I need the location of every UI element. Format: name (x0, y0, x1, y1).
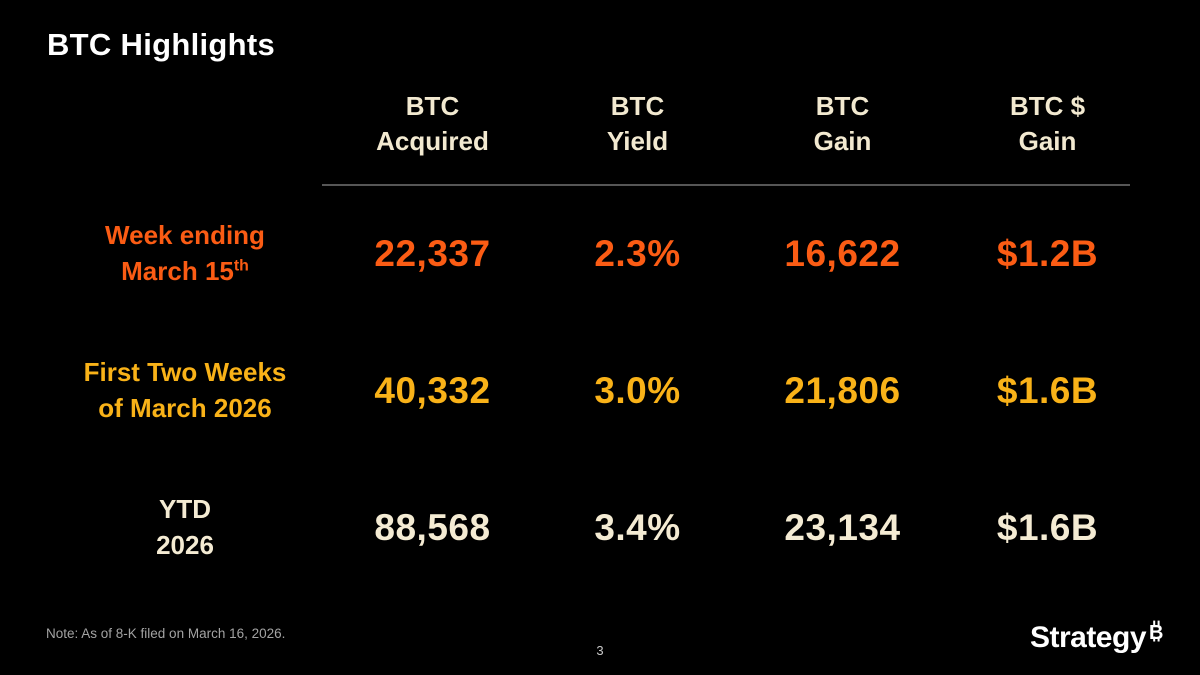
cell-ytd-btc-dollar-gain: $1.6B (996, 506, 1099, 548)
row-label-ytd-2026: YTD 2026 (40, 459, 330, 596)
row-label-line1: First Two Weeks (83, 357, 287, 388)
strategy-logo: Strategy B (1029, 618, 1165, 655)
cell-twoweeks-btc-gain: 21,806 (784, 369, 901, 411)
page-title: BTC Highlights (47, 27, 276, 62)
row-label-line2: 2026 (156, 529, 214, 560)
svg-text:B: B (1149, 622, 1163, 644)
footnote: Note: As of 8-K filed on March 16, 2026. (46, 626, 286, 641)
cell-week-btc-yield: 2.3% (594, 232, 681, 274)
cell-ytd-btc-acquired: 88,568 (374, 506, 491, 548)
table-corner-spacer (40, 85, 330, 185)
column-header-btc-yield: BTC Yield (535, 85, 740, 185)
row-label-first-two-weeks-march-2026: First Two Weeks of March 2026 (40, 322, 330, 459)
column-header-btc-gain: BTC Gain (740, 85, 945, 185)
ordinal-suffix: th (233, 256, 249, 274)
header-divider-line (322, 184, 1130, 186)
column-header-line2: Yield (606, 125, 669, 156)
column-header-line1: BTC (815, 91, 870, 121)
page-number: 3 (596, 643, 604, 658)
column-header-line1: BTC (405, 91, 460, 121)
row-label-line2: March 15th (121, 255, 249, 286)
cell-week-btc-acquired: 22,337 (374, 232, 491, 274)
column-header-btc-acquired: BTC Acquired (330, 85, 535, 185)
cell-ytd-btc-yield: 3.4% (594, 506, 681, 548)
row-label-line1: YTD (159, 494, 211, 525)
cell-week-btc-dollar-gain: $1.2B (996, 232, 1099, 274)
cell-week-btc-gain: 16,622 (784, 232, 901, 274)
column-header-line2: Gain (1018, 125, 1077, 156)
logo-text: Strategy (1029, 621, 1147, 654)
column-header-line1: BTC (610, 91, 665, 121)
row-label-line2: of March 2026 (98, 392, 272, 423)
column-header-line1: BTC $ (1009, 91, 1086, 121)
column-header-line2: Acquired (376, 125, 489, 156)
column-header-line2: Gain (813, 125, 872, 156)
column-header-btc-dollar-gain: BTC $ Gain (945, 85, 1150, 185)
cell-twoweeks-btc-yield: 3.0% (594, 369, 681, 411)
cell-ytd-btc-gain: 23,134 (784, 506, 901, 548)
bitcoin-icon: B (1148, 618, 1165, 652)
row-label-line1: Week ending (105, 220, 265, 251)
row-label-week-ending-march-15: Week ending March 15th (40, 185, 330, 322)
cell-twoweeks-btc-acquired: 40,332 (374, 369, 491, 411)
cell-twoweeks-btc-dollar-gain: $1.6B (996, 369, 1099, 411)
btc-highlights-table: BTC Acquired BTC Yield BTC Gain BTC $ Ga… (40, 85, 1150, 596)
